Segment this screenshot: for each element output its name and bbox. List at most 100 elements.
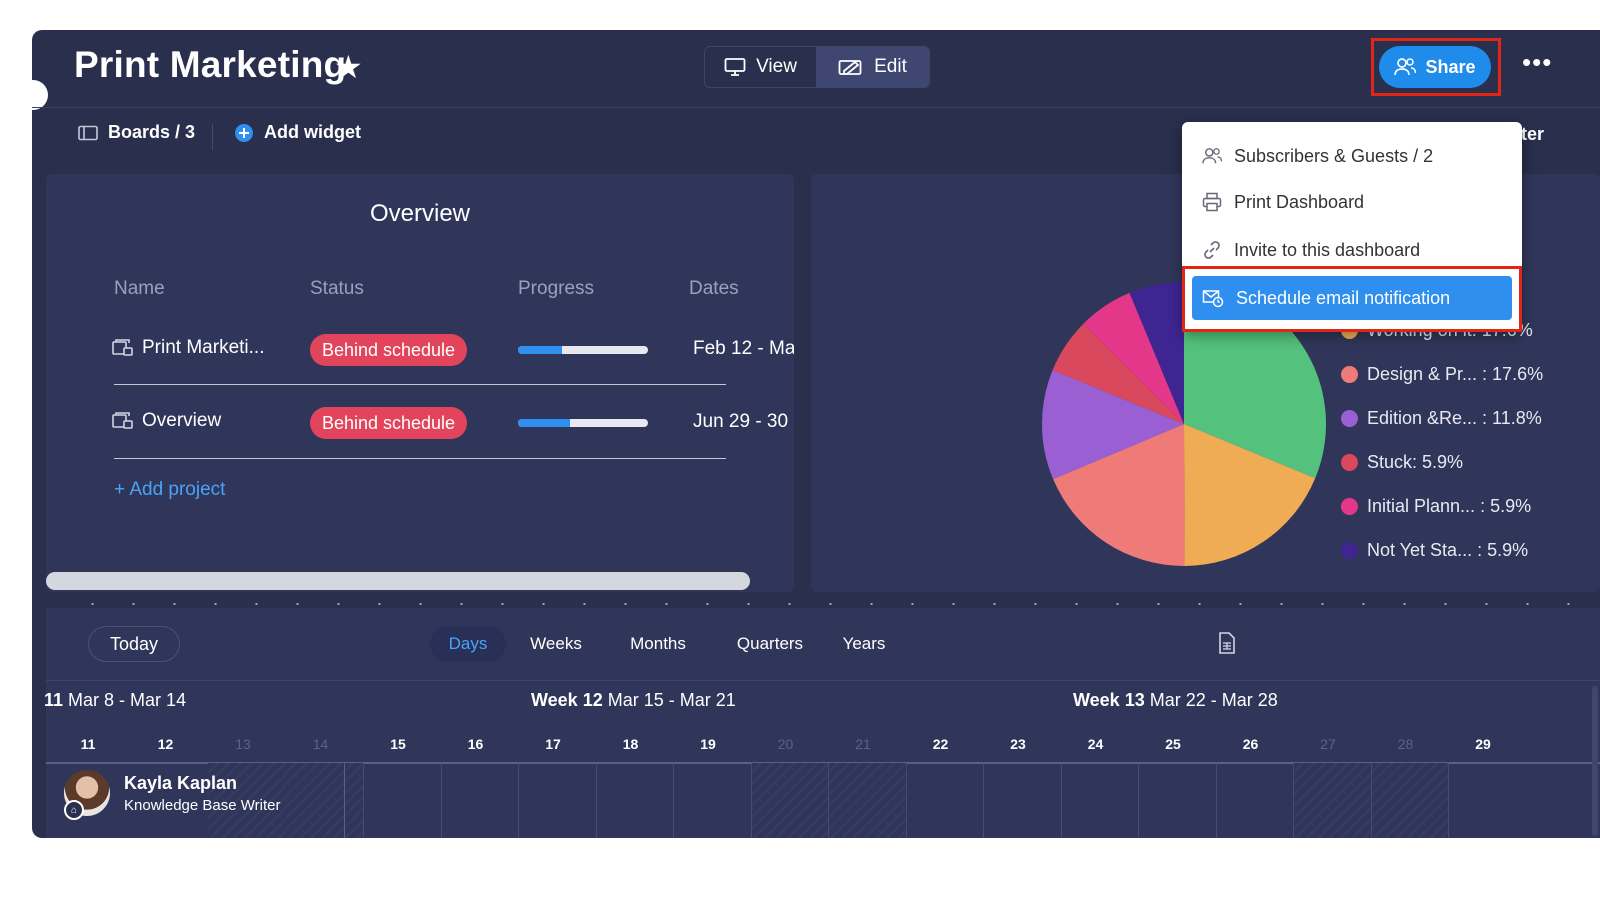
progress-bar — [518, 346, 648, 354]
boards-icon — [78, 125, 98, 140]
grid-column-line — [595, 763, 597, 838]
status-badge[interactable]: Behind schedule — [310, 407, 467, 439]
day-label: 11 — [80, 736, 96, 752]
day-label: 16 — [467, 736, 484, 752]
share-highlight-outline — [1371, 38, 1501, 96]
timeline-widget: Today Days Weeks Months Quarters Years 1… — [44, 608, 1600, 838]
toolbar-divider — [212, 124, 213, 150]
grid-column-line — [750, 763, 752, 838]
assignee-row[interactable]: ⌂ Kayla Kaplan Knowledge Base Writer — [64, 770, 281, 820]
scale-years[interactable]: Years — [842, 634, 886, 653]
legend-swatch — [1341, 410, 1358, 427]
users-icon — [1394, 58, 1417, 76]
scale-months[interactable]: Months — [630, 634, 686, 653]
legend-label: Design & Pr... : 17.6% — [1367, 364, 1544, 384]
pie-slice[interactable] — [1184, 424, 1316, 566]
home-icon: ⌂ — [64, 800, 84, 820]
pie-slice[interactable] — [1042, 370, 1184, 480]
column-header-progress: Progress — [518, 278, 595, 299]
column-header-status: Status — [310, 278, 364, 299]
share-label: Share — [1425, 56, 1476, 77]
person-role: Knowledge Base Writer — [124, 796, 281, 814]
scale-days[interactable]: Days — [430, 626, 506, 662]
legend-item: Not Yet Sta... : 5.9% — [1341, 540, 1528, 561]
overview-title: Overview — [369, 200, 471, 227]
day-label: 13 — [235, 736, 251, 752]
today-button[interactable]: Today — [88, 626, 180, 662]
week-header: Week 12 Mar 15 - Mar 21 — [531, 690, 736, 711]
week-number: 11 — [44, 690, 64, 710]
export-document-icon[interactable] — [1218, 632, 1236, 654]
edit-button[interactable]: Edit — [816, 47, 929, 87]
week-range: Mar 15 - Mar 21 — [607, 690, 736, 710]
more-options-button[interactable]: ••• — [1522, 47, 1553, 77]
menu-item-subscribers[interactable]: Subscribers & Guests / 2 — [1182, 134, 1522, 178]
person-name: Kayla Kaplan — [124, 772, 238, 793]
boards-button[interactable]: Boards / 3 — [78, 122, 195, 143]
day-label: 15 — [390, 736, 406, 752]
week-number: Week 13 — [1073, 690, 1145, 710]
day-label: 22 — [932, 736, 949, 752]
progress-bar — [518, 419, 648, 427]
grid-column-line — [1293, 763, 1295, 838]
email-clock-icon — [1202, 290, 1224, 308]
pie-slice[interactable] — [1053, 424, 1185, 566]
week-range: Mar 22 - Mar 28 — [1149, 690, 1278, 710]
schedule-highlight-outline — [1182, 266, 1522, 332]
section-separator — [72, 603, 1600, 605]
dashboard-toolbar: Boards / 3 Add widget — [32, 108, 1600, 164]
grid-column-line — [673, 763, 675, 838]
legend-item: Stuck: 5.9% — [1341, 452, 1463, 473]
pie-slice[interactable] — [1083, 292, 1184, 424]
status-badge[interactable]: Behind schedule — [310, 334, 467, 366]
vertical-scrollbar[interactable] — [1592, 686, 1598, 836]
window-edge-notch — [32, 80, 48, 110]
view-edit-toggle: View Edit — [704, 46, 930, 88]
view-button[interactable]: View — [705, 47, 816, 87]
legend-swatch — [1341, 498, 1358, 515]
day-label: 14 — [312, 736, 329, 752]
add-widget-button[interactable]: Add widget — [234, 122, 361, 143]
grid-column-line — [905, 763, 907, 838]
day-label: 29 — [1475, 736, 1491, 752]
star-icon[interactable]: ★ — [334, 49, 363, 85]
grid-column-line — [1370, 763, 1372, 838]
legend-label: Stuck: 5.9% — [1367, 452, 1464, 472]
view-label: View — [756, 56, 797, 77]
pie-slice[interactable] — [1129, 282, 1184, 424]
menu-item-print-dashboard[interactable]: Print Dashboard — [1182, 180, 1522, 224]
project-name: Print Marketi... — [142, 337, 265, 358]
page-title: Print Marketing — [74, 44, 347, 85]
plus-circle-icon — [235, 123, 253, 142]
day-label: 24 — [1087, 736, 1104, 752]
menu-item-label: Subscribers & Guests / 2 — [1234, 145, 1434, 166]
column-header-dates: Dates — [689, 278, 739, 299]
scale-weeks[interactable]: Weeks — [530, 634, 582, 653]
day-label: 27 — [1320, 736, 1336, 752]
menu-item-schedule-email[interactable]: Schedule email notification — [1192, 276, 1512, 320]
grid-column-line — [1060, 763, 1062, 838]
row-divider — [114, 458, 726, 459]
share-button[interactable]: Share — [1379, 46, 1491, 88]
table-row-name[interactable]: Overview — [112, 410, 221, 432]
printer-icon — [1202, 192, 1222, 212]
table-row-name[interactable]: Print Marketi... — [112, 337, 264, 359]
progress-fill — [518, 419, 570, 427]
weekend-column — [828, 763, 906, 838]
menu-item-label: Schedule email notification — [1236, 287, 1451, 308]
weekend-column — [1293, 763, 1371, 838]
share-menu: Subscribers & Guests / 2 Print Dashboard… — [1182, 122, 1522, 332]
legend-swatch — [1341, 542, 1358, 559]
menu-item-invite[interactable]: Invite to this dashboard — [1182, 228, 1522, 272]
scale-quarters[interactable]: Quarters — [736, 634, 804, 653]
dashboard-window: Print Marketing ★ View Edit Share ••• Bo… — [32, 30, 1600, 838]
weekend-column — [208, 763, 286, 838]
day-label: 18 — [622, 736, 639, 752]
grid-column-line — [518, 763, 520, 838]
boards-label: Boards / 3 — [108, 122, 196, 142]
add-project-link[interactable]: + Add project — [114, 479, 226, 500]
horizontal-scrollbar[interactable] — [46, 572, 750, 590]
legend-item: Design & Pr... : 17.6% — [1341, 364, 1543, 385]
dashboard-header: Print Marketing ★ View Edit Share ••• — [32, 30, 1600, 108]
pie-slice[interactable] — [1052, 323, 1184, 424]
